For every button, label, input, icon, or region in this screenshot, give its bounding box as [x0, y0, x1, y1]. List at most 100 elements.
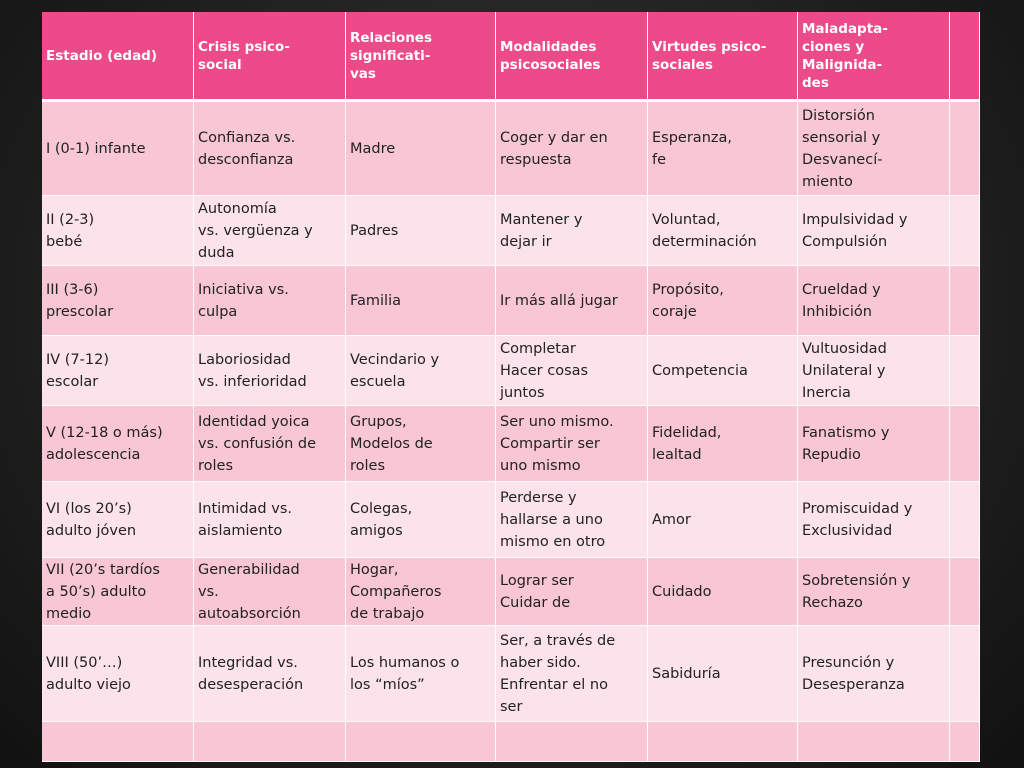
cell-text: Hacer cosas [500, 362, 589, 379]
cell-text: mismo en otro [500, 533, 606, 550]
cell-text: duda [198, 244, 235, 261]
cell-text: Maladapta- [802, 20, 888, 37]
table-cell: Ir más allá jugar [496, 266, 648, 336]
table-cell: VII (20’s tardíos a 50’s) adulto medio [42, 558, 194, 626]
cell-text: Madre [350, 140, 396, 157]
table-cell [194, 722, 346, 762]
cell-text: Sobretensión y [802, 572, 911, 589]
cell-text: Los humanos o [350, 654, 460, 671]
table-cell: Intimidad vs. aislamiento [194, 482, 346, 558]
table-cell: Vecindario y escuela [346, 336, 496, 406]
cell-text: VIII (50’…) [46, 654, 123, 671]
table-cell: II (2-3) bebé [42, 196, 194, 266]
table-cell: VIII (50’…) adulto viejo [42, 626, 194, 722]
table-cell: Laboriosidad vs. inferioridad [194, 336, 346, 406]
header-cell: Crisis psico-social [194, 12, 346, 102]
table-cell: Impulsividad y Compulsión [798, 196, 950, 266]
header-cell: Modalidades psicosociales [496, 12, 648, 102]
cell-text: Compulsión [802, 233, 888, 250]
table-cell: Mantener y dejar ir [496, 196, 648, 266]
table-cell [950, 722, 980, 762]
cell-text: Estadio (edad) [46, 47, 158, 64]
table-cell: Identidad yoica vs. confusión de roles [194, 406, 346, 482]
header-cell: Estadio (edad) [42, 12, 194, 102]
cell-text: Modalidades [500, 38, 597, 55]
table-cell [950, 406, 980, 482]
cell-text: Fanatismo y [802, 424, 890, 441]
cell-text: ciones y [802, 38, 865, 55]
cell-text: Amor [652, 511, 691, 528]
cell-text: Inhibición [802, 303, 872, 320]
table-cell: Ser, a través de haber sido. Enfrentar el … [496, 626, 648, 722]
cell-text: dejar ir [500, 233, 552, 250]
table-cell [346, 722, 496, 762]
cell-text: IV (7-12) [46, 351, 110, 368]
table-cell [798, 722, 950, 762]
table-cell [950, 482, 980, 558]
table-cell: Voluntad, determinación [648, 196, 798, 266]
table-cell: I (0-1) infante [42, 102, 194, 196]
table-cell: V (12-18 o más) adolescencia [42, 406, 194, 482]
cell-text: Autonomía [198, 200, 277, 217]
table-cell: Amor [648, 482, 798, 558]
table-cell: Generabilidad vs. autoabsorción [194, 558, 346, 626]
cell-text: sociales [652, 56, 713, 73]
cell-text: psicosociales [500, 56, 601, 73]
cell-text: Lograr ser [500, 572, 574, 589]
table-cell: Sabiduría [648, 626, 798, 722]
cell-text: miento [802, 173, 853, 190]
cell-text: Rechazo [802, 594, 863, 611]
table-cell [496, 722, 648, 762]
table-cell: Esperanza, fe [648, 102, 798, 196]
cell-text: ser [500, 698, 523, 715]
cell-text: significati- [350, 47, 431, 64]
table-cell: Los humanos o los “míos” [346, 626, 496, 722]
cell-text: V (12-18 o más) [46, 424, 163, 441]
table-cell [648, 722, 798, 762]
cell-text: Vecindario y [350, 351, 440, 368]
cell-text: coraje [652, 303, 697, 320]
table-cell: Grupos, Modelos de roles [346, 406, 496, 482]
cell-text: Promiscuidad y [802, 500, 913, 517]
table-cell [950, 558, 980, 626]
cell-text: Mantener y [500, 211, 583, 228]
table-cell [950, 336, 980, 406]
cell-text: escuela [350, 373, 406, 390]
cell-text: des [802, 74, 829, 91]
cell-text: social [198, 56, 242, 73]
table-cell: Confianza vs. desconfianza [194, 102, 346, 196]
cell-text: Relaciones [350, 29, 432, 46]
cell-text: Distorsión [802, 107, 875, 124]
cell-text: Sabiduría [652, 665, 721, 682]
table-cell [950, 626, 980, 722]
table-cell: IV (7-12) escolar [42, 336, 194, 406]
cell-text: Compañeros [350, 583, 442, 600]
table-cell: Fanatismo y Repudio [798, 406, 950, 482]
table-cell: Iniciativa vs. culpa [194, 266, 346, 336]
cell-text: uno mismo [500, 457, 581, 474]
table-cell: Distorsión sensorial y Desvanecí-miento [798, 102, 950, 196]
cell-text: respuesta [500, 151, 572, 168]
table-cell: Crueldad y Inhibición [798, 266, 950, 336]
cell-text: fe [652, 151, 667, 168]
cell-text: roles [198, 457, 234, 474]
cell-text: Padres [350, 222, 399, 239]
table-cell: Autonomía vs. vergüenza y duda [194, 196, 346, 266]
cell-text: Esperanza, [652, 129, 732, 146]
table-cell: Hogar, Compañeros de trabajo [346, 558, 496, 626]
cell-text: roles [350, 457, 386, 474]
cell-text: Propósito, [652, 281, 724, 298]
cell-text: vs. confusión de [198, 435, 317, 452]
header-cell: Virtudes psico-sociales [648, 12, 798, 102]
cell-text: vs. inferioridad [198, 373, 307, 390]
cell-text: culpa [198, 303, 238, 320]
cell-text: Voluntad, [652, 211, 721, 228]
cell-text: vas [350, 65, 376, 82]
cell-text: lealtad [652, 446, 702, 463]
table-cell: Madre [346, 102, 496, 196]
table-cell: Competencia [648, 336, 798, 406]
cell-text: Desesperanza [802, 676, 905, 693]
cell-text: prescolar [46, 303, 114, 320]
cell-text: Ser uno mismo. [500, 413, 614, 430]
cell-text: desesperación [198, 676, 304, 693]
